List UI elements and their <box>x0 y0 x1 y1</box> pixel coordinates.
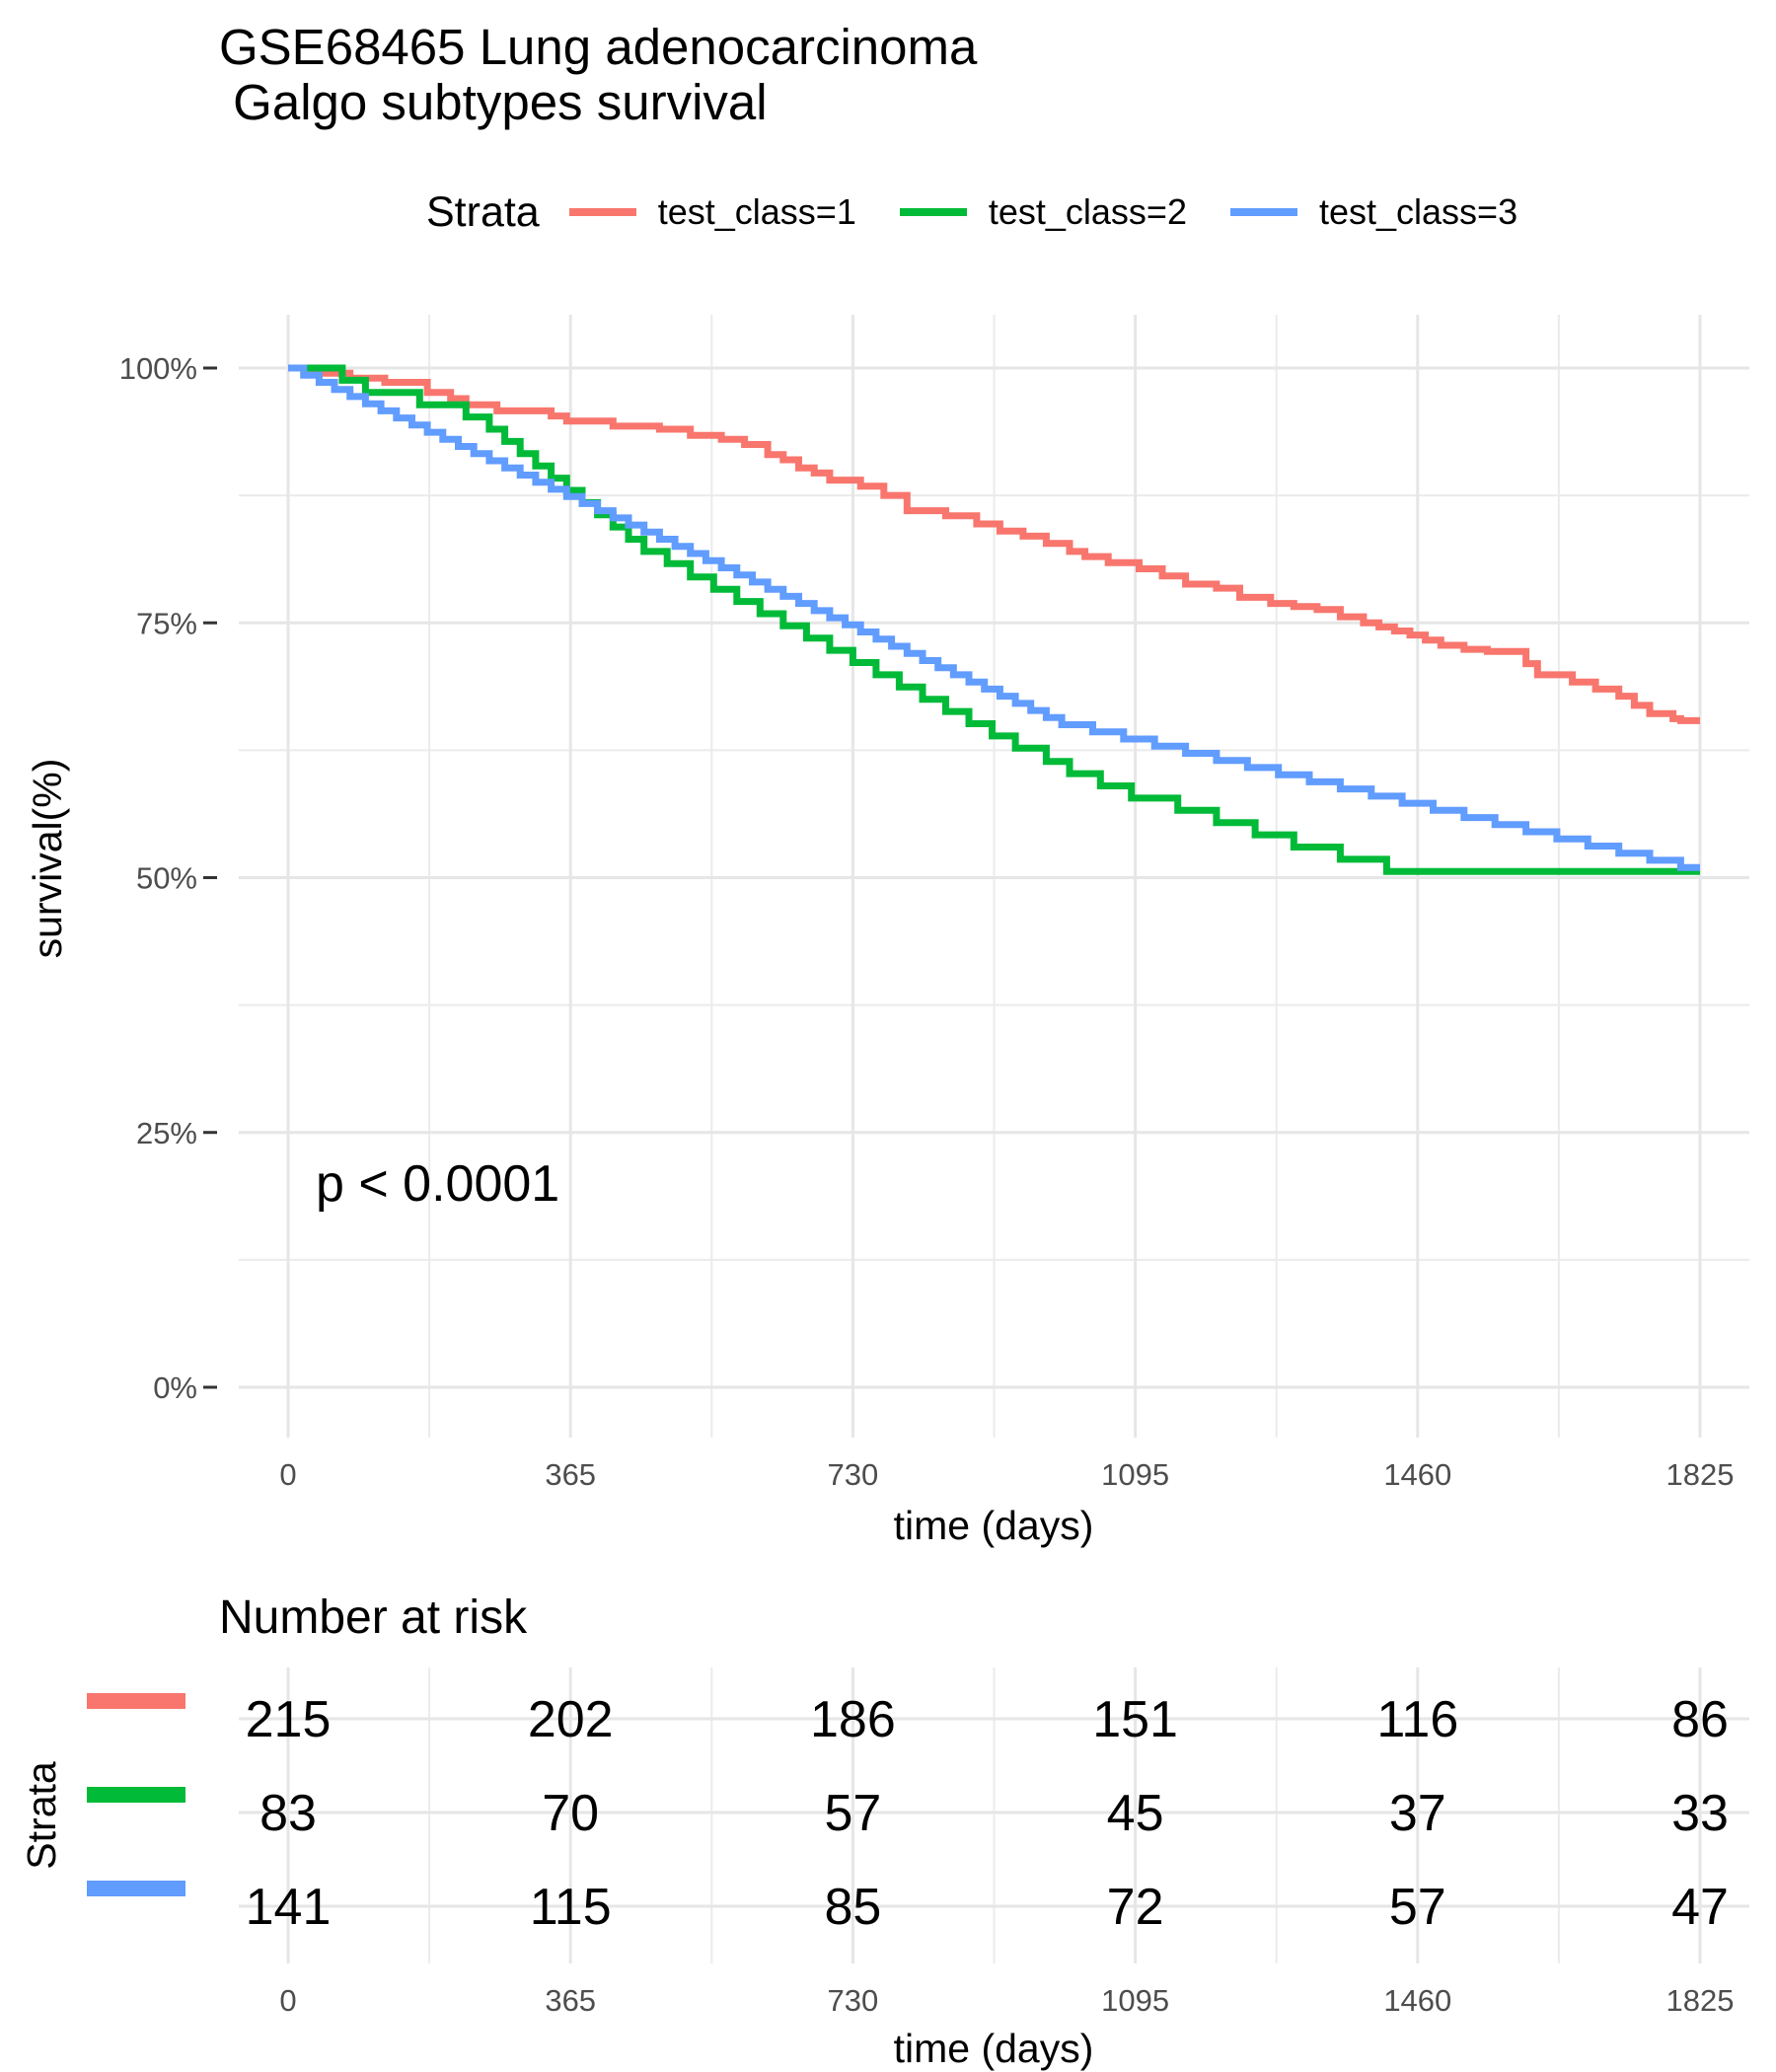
chart-title-line-2: Galgo subtypes survival <box>219 74 768 130</box>
legend: Strata test_class=1 test_class=2 test_cl… <box>426 187 1561 237</box>
risk-count-cell: 37 <box>1389 1785 1446 1842</box>
risk-x-tick-label: 1095 <box>1101 1983 1169 2018</box>
main-plot-grid <box>239 315 1749 1438</box>
survival-curve-2 <box>288 364 1700 875</box>
legend-swatch-3 <box>1229 208 1297 216</box>
risk-count-cell: 151 <box>1092 1691 1178 1748</box>
risk-x-tick-label: 1460 <box>1383 1983 1451 2018</box>
risk-strata-mark-1 <box>87 1693 185 1709</box>
risk-x-tick-label: 0 <box>279 1983 296 2018</box>
risk-x-tick-label: 365 <box>545 1983 596 2018</box>
legend-label-1: test_class=1 <box>657 191 856 232</box>
risk-count-cell: 186 <box>810 1691 896 1748</box>
risk-table-title: Number at risk <box>219 1591 528 1644</box>
p-value-annotation: p < 0.0001 <box>316 1155 559 1213</box>
risk-count-cell: 215 <box>246 1691 332 1748</box>
legend-label-3: test_class=3 <box>1318 191 1518 232</box>
risk-table-x-axis: 0 365 730 1095 1460 1825 <box>279 1983 1734 2018</box>
risk-table-x-title: time (days) <box>894 2026 1094 2071</box>
risk-count-cell: 70 <box>542 1785 599 1842</box>
risk-strata-mark-3 <box>87 1881 185 1896</box>
y-axis-title: survival(%) <box>25 759 70 959</box>
risk-count-cell: 57 <box>824 1785 881 1842</box>
x-tick-label: 1460 <box>1383 1457 1451 1492</box>
risk-count-cell: 202 <box>528 1691 614 1748</box>
legend-swatch-2 <box>899 208 967 216</box>
risk-strata-mark-2 <box>87 1787 185 1803</box>
y-tick-label: 75% <box>136 606 197 640</box>
x-tick-label: 730 <box>828 1457 879 1492</box>
y-tick-label: 50% <box>136 861 197 896</box>
y-tick-label: 0% <box>153 1370 197 1405</box>
legend-label-2: test_class=2 <box>988 191 1187 232</box>
y-tick-label: 100% <box>119 351 197 386</box>
x-axis-title: time (days) <box>894 1503 1094 1548</box>
risk-table-grid <box>239 1667 1749 1963</box>
risk-table-cells: 215 202 186 151 116 86 83 70 57 45 37 33 141 115 85 72 5… <box>246 1691 1729 1936</box>
legend-item-2: test_class=2 <box>899 191 1187 233</box>
risk-count-cell: 83 <box>259 1785 317 1842</box>
x-tick-label: 365 <box>545 1457 596 1492</box>
risk-count-cell: 45 <box>1107 1785 1164 1842</box>
survival-curves <box>288 364 1700 875</box>
x-tick-label: 1825 <box>1666 1457 1735 1492</box>
risk-count-cell: 72 <box>1107 1879 1164 1936</box>
risk-count-cell: 141 <box>246 1879 332 1936</box>
risk-table-strata-marks <box>87 1693 185 1896</box>
legend-item-1: test_class=1 <box>568 191 856 233</box>
legend-title: Strata <box>426 187 540 236</box>
risk-table-y-title: Strata <box>19 1761 64 1870</box>
risk-count-cell: 86 <box>1671 1691 1729 1748</box>
legend-swatch-1 <box>568 208 636 216</box>
x-tick-label: 1095 <box>1101 1457 1169 1492</box>
risk-count-cell: 33 <box>1671 1785 1729 1842</box>
risk-count-cell: 85 <box>824 1879 881 1936</box>
y-tick-label: 25% <box>136 1116 197 1150</box>
survival-curve-1 <box>288 364 1700 724</box>
survival-curve-3 <box>288 364 1700 871</box>
risk-x-tick-label: 1825 <box>1666 1983 1735 2018</box>
risk-x-tick-label: 730 <box>828 1983 879 2018</box>
risk-count-cell: 115 <box>530 1879 612 1936</box>
x-tick-label: 0 <box>279 1457 296 1492</box>
legend-item-3: test_class=3 <box>1229 191 1518 233</box>
risk-count-cell: 47 <box>1671 1879 1729 1936</box>
risk-count-cell: 116 <box>1376 1691 1458 1748</box>
risk-count-cell: 57 <box>1389 1879 1446 1936</box>
main-plot-axes: 0 365 730 1095 1460 1825 0% 25% 50% 75% 100% <box>119 351 1735 1492</box>
chart-title-line-1: GSE68465 Lung adenocarcinoma <box>219 19 978 75</box>
